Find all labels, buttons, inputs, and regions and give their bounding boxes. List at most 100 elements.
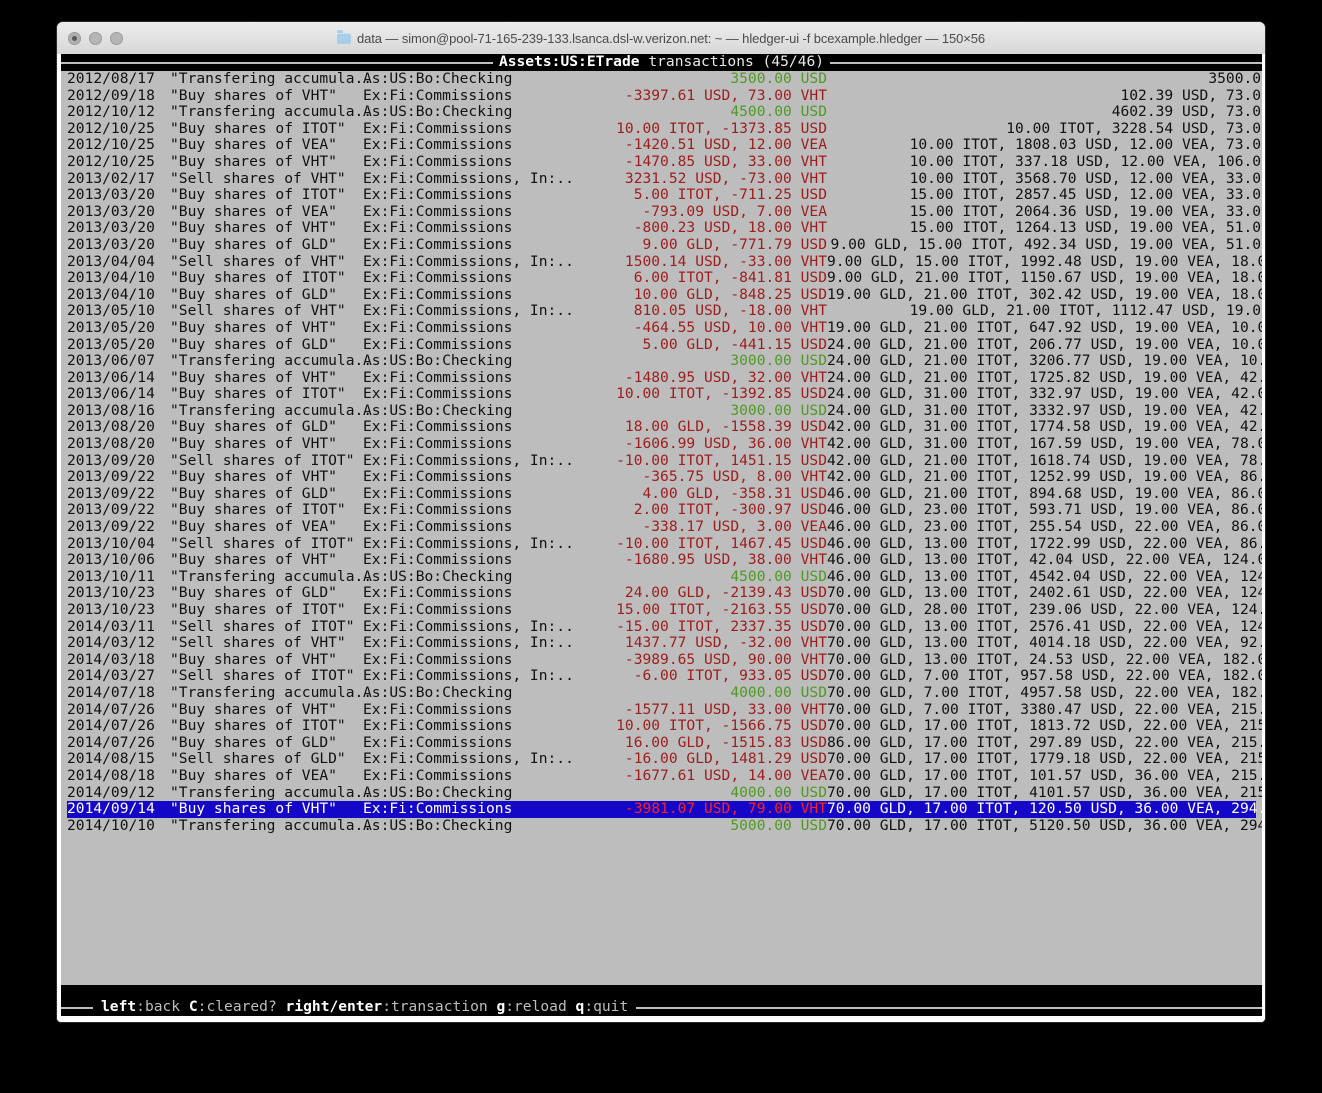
table-row[interactable]: 2013/06/14 "Buy shares of VHT" Ex:Fi:Commi… — [67, 369, 1262, 387]
row-amount: 3500.00 USD — [730, 71, 827, 87]
table-row[interactable]: 2013/08/20 "Buy shares of GLD" Ex:Fi:Commi… — [67, 418, 1262, 436]
row-date: 2013/02/17 — [67, 169, 155, 187]
row-amount: 10.00 ITOT, -1566.75 USD — [616, 717, 827, 735]
table-row[interactable]: 2013/03/20 "Buy shares of VEA" Ex:Fi:Commi… — [67, 202, 1262, 221]
row-account: As:US:Bo:Checking — [363, 352, 513, 370]
table-row[interactable]: 2014/10/10 "Transfering accumula..As:US:B… — [67, 816, 1262, 835]
table-row[interactable]: 2013/10/06 "Buy shares of VHT" Ex:Fi:Commi… — [67, 552, 1262, 569]
row-account: Ex:Fi:Commissions — [363, 800, 513, 818]
row-account: Ex:Fi:Commissions, In:.. — [363, 302, 574, 320]
row-description: "Buy shares of ITOT" — [170, 385, 346, 403]
transactions-rows: 2012/08/17 "Transfering accumula..As:US:B… — [61, 71, 1262, 834]
table-row[interactable]: 2012/10/25 "Buy shares of ITOT" Ex:Fi:Comm… — [67, 119, 1262, 138]
row-balance: 10.00 ITOT, 3228.54 USD, 73.00 VHT — [1006, 119, 1262, 137]
table-row[interactable]: 2013/04/04 "Sell shares of VHT" Ex:Fi:Comm… — [67, 253, 1262, 271]
table-row[interactable]: 2013/10/23 "Buy shares of ITOT" Ex:Fi:Comm… — [67, 601, 1262, 619]
hledger-ui-screen: Assets:US:ETrade transactions (45/46) 20… — [61, 54, 1262, 1016]
table-row[interactable]: 2014/08/15 "Sell shares of GLD" Ex:Fi:Comm… — [67, 750, 1262, 768]
table-row[interactable]: 2013/10/04 "Sell shares of ITOT" Ex:Fi:Com… — [67, 535, 1262, 553]
row-date: 2013/10/23 — [67, 601, 155, 618]
table-row[interactable]: 2013/06/14 "Buy shares of ITOT" Ex:Fi:Comm… — [67, 385, 1262, 403]
table-row[interactable]: 2013/10/23 "Buy shares of GLD" Ex:Fi:Commi… — [67, 584, 1262, 602]
row-date: 2013/09/22 — [67, 501, 155, 519]
transactions-list[interactable]: 2012/08/17 "Transfering accumula..As:US:B… — [61, 71, 1262, 985]
table-row[interactable]: 2013/04/10 "Buy shares of ITOT" Ex:Fi:Comm… — [67, 270, 1262, 287]
row-date: 2013/10/23 — [67, 584, 155, 602]
table-row[interactable]: 2013/09/22 "Buy shares of VEA" Ex:Fi:Commi… — [67, 518, 1262, 536]
table-row[interactable]: 2013/09/22 "Buy shares of GLD" Ex:Fi:Commi… — [67, 484, 1262, 503]
row-description: "Buy shares of VEA" — [170, 518, 337, 536]
table-row[interactable]: 2012/08/17 "Transfering accumula..As:US:B… — [67, 71, 1262, 88]
table-row[interactable]: 2014/09/12 "Transfering accumula..As:US:B… — [67, 784, 1262, 802]
table-row[interactable]: 2013/02/17 "Sell shares of VHT" Ex:Fi:Comm… — [67, 169, 1262, 188]
table-row[interactable]: 2013/05/20 "Buy shares of GLD" Ex:Fi:Commi… — [67, 335, 1262, 354]
row-account: Ex:Fi:Commissions — [363, 119, 513, 137]
row-account: Ex:Fi:Commissions — [363, 335, 513, 353]
table-row[interactable]: 2013/03/20 "Buy shares of ITOT" Ex:Fi:Comm… — [67, 186, 1262, 204]
table-row[interactable]: 2013/03/20 "Buy shares of GLD" Ex:Fi:Commi… — [67, 236, 1262, 254]
header-title: Assets:US:ETrade transactions (45/46) — [493, 54, 830, 71]
footer-action: :back — [136, 999, 189, 1016]
row-date: 2012/10/25 — [67, 136, 155, 154]
close-button[interactable] — [68, 32, 81, 45]
table-row[interactable]: 2012/10/25 "Buy shares of VHT" Ex:Fi:Commi… — [67, 152, 1262, 171]
table-row[interactable]: 2013/09/22 "Buy shares of ITOT" Ex:Fi:Comm… — [67, 501, 1262, 519]
row-account: Ex:Fi:Commissions, In:.. — [363, 750, 574, 768]
row-account: Ex:Fi:Commissions — [363, 152, 513, 170]
folder-icon — [337, 29, 351, 44]
row-description: "Buy shares of GLD" — [170, 584, 337, 602]
row-balance: 70.00 GLD, 13.00 ITOT, 2576.41 USD, 22.0… — [827, 617, 1262, 635]
table-row[interactable]: 2014/03/18 "Buy shares of VHT" Ex:Fi:Commi… — [67, 651, 1262, 669]
footer-key: g — [496, 999, 506, 1016]
table-row[interactable]: 2013/06/07 "Transfering accumula..As:US:B… — [67, 352, 1262, 370]
window-title-text: data — simon@pool-71-165-239-133.lsanca.… — [357, 30, 985, 46]
table-row[interactable]: 2014/03/27 "Sell shares of ITOT" Ex:Fi:Com… — [67, 668, 1262, 685]
row-balance: 70.00 GLD, 17.00 ITOT, 1779.18 USD, 22.0… — [827, 750, 1262, 768]
table-row[interactable]: 2012/09/18 "Buy shares of VHT" Ex:Fi:Commi… — [67, 86, 1262, 105]
table-row[interactable]: 2014/07/26 "Buy shares of GLD" Ex:Fi:Commi… — [67, 734, 1262, 752]
row-amount: 5.00 ITOT, -711.25 USD — [633, 186, 827, 204]
table-row[interactable]: 2014/03/12 "Sell shares of VHT" Ex:Fi:Comm… — [67, 634, 1262, 652]
row-balance: 15.00 ITOT, 1264.13 USD, 19.00 VEA, 51.0… — [909, 219, 1262, 237]
row-date: 2013/09/22 — [67, 468, 155, 486]
header-rule-left — [61, 62, 493, 64]
row-amount: 3231.52 USD, -73.00 VHT — [624, 169, 827, 187]
row-account: Ex:Fi:Commissions, In:.. — [363, 634, 574, 652]
table-row[interactable]: 2013/09/20 "Sell shares of ITOT" Ex:Fi:Com… — [67, 452, 1262, 470]
table-row[interactable]: 2013/10/11 "Transfering accumula..As:US:B… — [67, 568, 1262, 586]
table-row[interactable]: 2013/08/16 "Transfering accumula..As:US:B… — [67, 402, 1262, 420]
minimize-button[interactable] — [89, 32, 102, 45]
row-account: Ex:Fi:Commissions — [363, 418, 513, 436]
row-amount: -1577.11 USD, 33.00 VHT — [624, 700, 827, 718]
row-amount: 5000.00 USD — [730, 816, 827, 834]
row-amount: 4500.00 USD — [730, 103, 827, 121]
table-row[interactable]: 2014/03/11 "Sell shares of ITOT" Ex:Fi:Com… — [67, 618, 1262, 636]
row-balance: 19.00 GLD, 21.00 ITOT, 647.92 USD, 19.00… — [827, 318, 1262, 336]
row-description: "Buy shares of VHT" — [170, 86, 337, 104]
table-row[interactable]: 2013/05/20 "Buy shares of VHT" Ex:Fi:Commi… — [67, 318, 1262, 337]
row-description: "Buy shares of VHT" — [170, 468, 337, 486]
row-date: 2013/03/20 — [67, 186, 155, 204]
table-row[interactable]: 2013/04/10 "Buy shares of GLD" Ex:Fi:Commi… — [67, 286, 1262, 304]
table-row[interactable]: 2014/07/18 "Transfering accumula..As:US:B… — [67, 684, 1262, 702]
table-row[interactable]: 2013/05/10 "Sell shares of VHT" Ex:Fi:Comm… — [67, 302, 1262, 320]
row-balance: 70.00 GLD, 28.00 ITOT, 239.06 USD, 22.00… — [827, 601, 1262, 618]
table-row[interactable]: 2013/08/20 "Buy shares of VHT" Ex:Fi:Commi… — [67, 435, 1262, 453]
table-row[interactable]: 2013/03/20 "Buy shares of VHT" Ex:Fi:Commi… — [67, 220, 1262, 237]
row-date: 2013/09/22 — [67, 484, 155, 502]
window-titlebar[interactable]: data — simon@pool-71-165-239-133.lsanca.… — [57, 22, 1265, 55]
row-balance: 9.00 GLD, 15.00 ITOT, 492.34 USD, 19.00 … — [830, 235, 1262, 253]
table-row[interactable]: 2014/08/18 "Buy shares of VEA" Ex:Fi:Commi… — [67, 767, 1262, 785]
row-amount: -338.17 USD, 3.00 VEA — [642, 518, 827, 536]
table-row[interactable]: 2012/10/25 "Buy shares of VEA" Ex:Fi:Commi… — [67, 136, 1262, 154]
table-row[interactable]: 2014/09/14 "Buy shares of VHT" Ex:Fi:Commi… — [67, 800, 1262, 818]
table-row[interactable]: 2012/10/12 "Transfering accumula..As:US:B… — [67, 103, 1262, 121]
table-row[interactable]: 2013/09/22 "Buy shares of VHT" Ex:Fi:Commi… — [67, 468, 1262, 486]
row-account: Ex:Fi:Commissions — [363, 318, 513, 336]
row-amount: -793.09 USD, 7.00 VEA — [642, 202, 827, 220]
screen-header: Assets:US:ETrade transactions (45/46) — [61, 54, 1262, 71]
table-row[interactable]: 2014/07/26 "Buy shares of ITOT" Ex:Fi:Comm… — [67, 717, 1262, 735]
table-row[interactable]: 2014/07/26 "Buy shares of VHT" Ex:Fi:Commi… — [67, 700, 1262, 719]
zoom-button[interactable] — [110, 32, 123, 45]
